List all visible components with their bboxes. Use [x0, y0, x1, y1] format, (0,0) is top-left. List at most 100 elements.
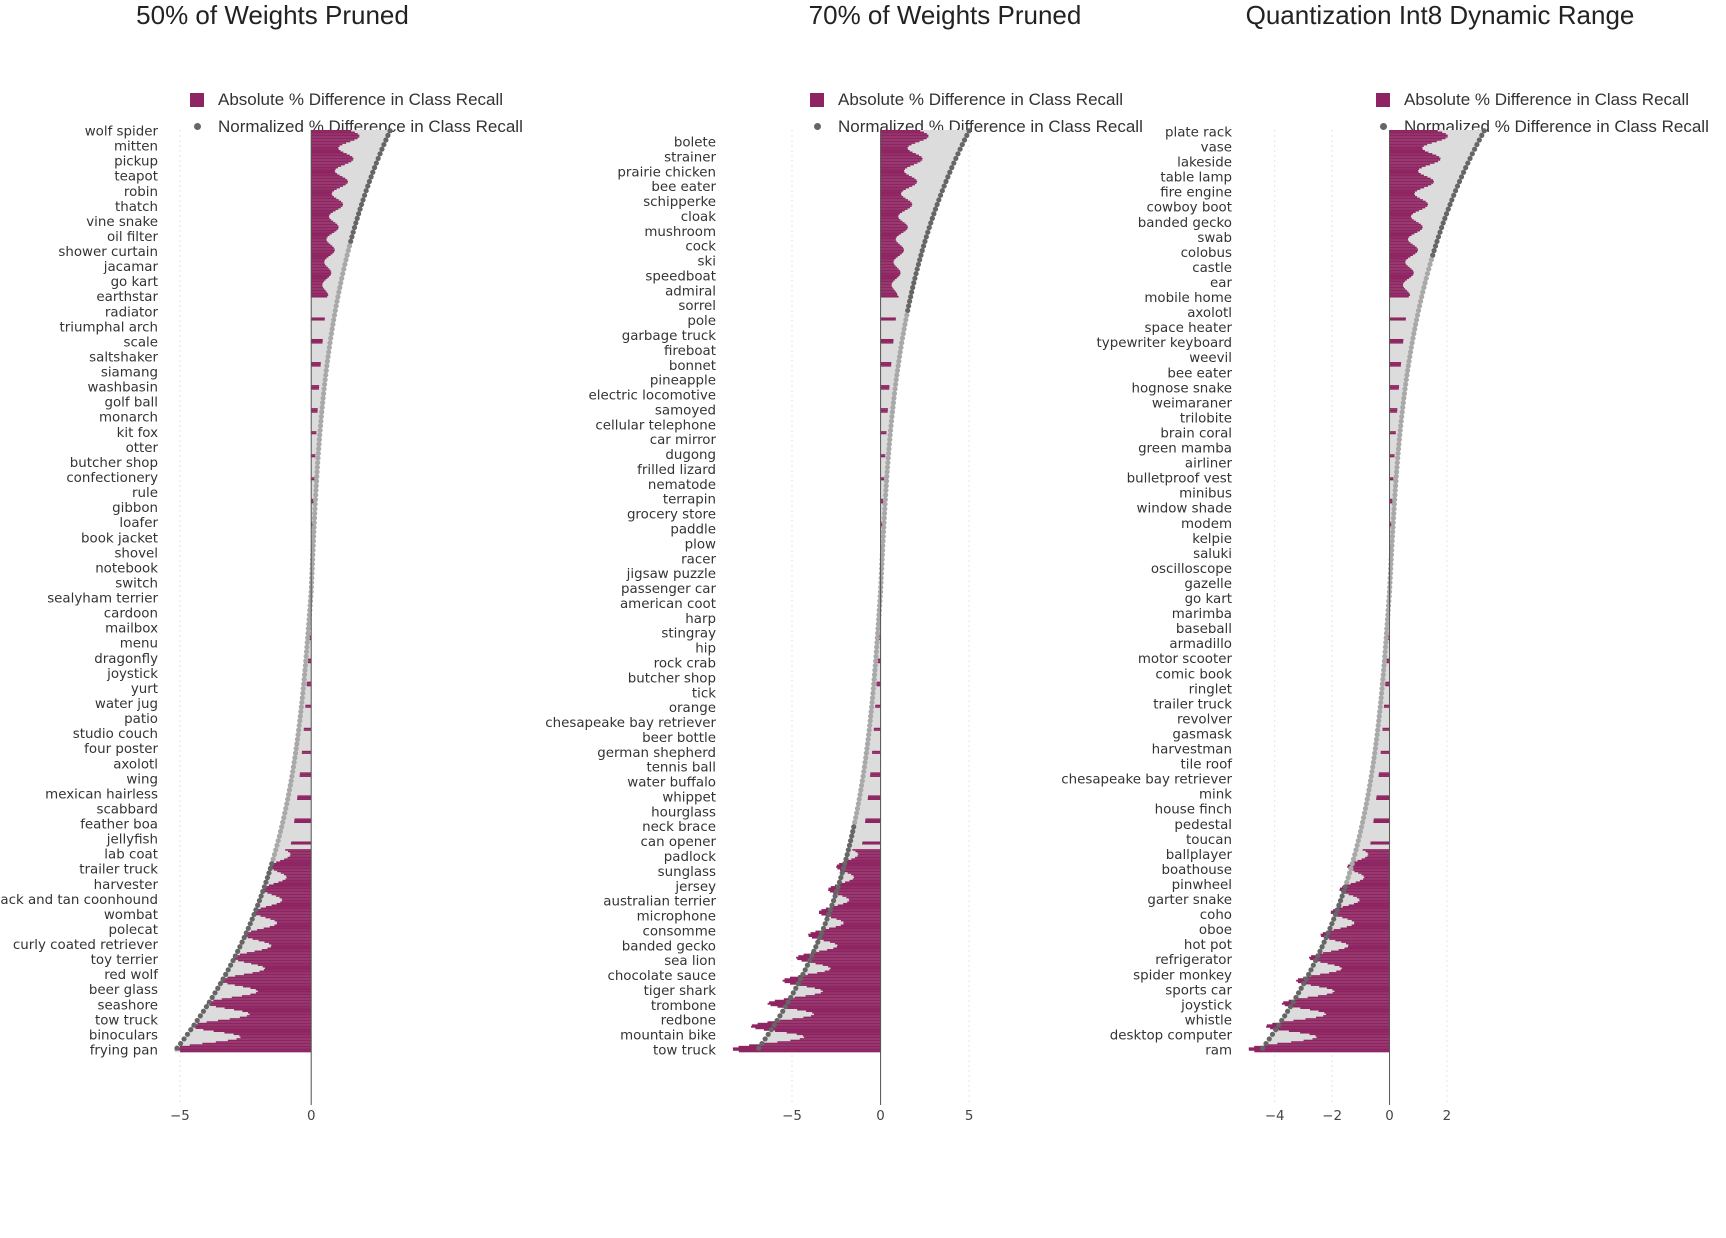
normalized-point — [1350, 856, 1357, 862]
normalized-bar — [311, 412, 322, 415]
normalized-bar — [880, 256, 921, 258]
normalized-bar — [863, 769, 881, 772]
normalized-bar — [1389, 312, 1418, 315]
normalized-point — [920, 243, 927, 249]
normalized-bar — [295, 753, 312, 756]
normalized-bar — [880, 325, 905, 327]
absolute-bar — [311, 257, 327, 260]
category-label: scale — [123, 335, 158, 350]
absolute-bar — [880, 211, 903, 214]
normalized-point — [1458, 174, 1465, 180]
category-label: wombat — [104, 908, 158, 923]
normalized-bar — [311, 460, 318, 463]
normalized-bar — [1389, 451, 1399, 453]
category-label: saluki — [1193, 547, 1232, 562]
normalized-point — [319, 404, 325, 410]
normalized-point — [880, 529, 887, 535]
category-label: scabbard — [96, 802, 158, 817]
absolute-bar — [790, 982, 881, 985]
normalized-bar — [1389, 403, 1404, 406]
normalized-point — [1430, 252, 1436, 258]
normalized-bar — [1369, 786, 1390, 788]
absolute-bar — [1264, 1044, 1390, 1047]
absolute-bar — [311, 151, 344, 154]
normalized-point — [381, 141, 387, 148]
category-label: ram — [1205, 1044, 1232, 1059]
absolute-bar — [1330, 910, 1390, 913]
absolute-bar — [786, 1032, 881, 1034]
absolute-bar — [252, 972, 312, 974]
category-label: swab — [1197, 231, 1232, 246]
absolute-bar — [872, 752, 881, 755]
normalized-point — [867, 722, 873, 729]
normalized-bar — [880, 509, 885, 512]
normalized-point — [887, 432, 893, 438]
absolute-bar — [281, 898, 312, 901]
normalized-bar — [1389, 369, 1408, 372]
normalized-bar — [857, 809, 881, 812]
absolute-bar — [246, 952, 312, 954]
absolute-bar — [880, 257, 896, 260]
normalized-bar — [880, 400, 894, 403]
normalized-point — [275, 838, 281, 844]
absolute-bar — [1389, 159, 1441, 162]
normalized-point — [867, 718, 873, 724]
normalized-bar — [1381, 690, 1390, 693]
normalized-bar — [311, 243, 350, 246]
normalized-point — [895, 363, 901, 369]
absolute-bar — [880, 498, 884, 501]
absolute-bar — [880, 259, 895, 261]
category-label: toy terrier — [91, 953, 159, 968]
category-label: marimba — [1172, 607, 1232, 622]
normalized-bar — [311, 371, 327, 374]
normalized-point — [884, 469, 890, 475]
absolute-bar — [880, 229, 906, 232]
absolute-bar — [1378, 772, 1390, 775]
normalized-bar — [1389, 234, 1439, 237]
absolute-bar — [1389, 259, 1407, 261]
normalized-point — [287, 782, 293, 788]
absolute-bar — [1389, 385, 1400, 387]
absolute-bar — [294, 819, 312, 822]
normalized-bar — [301, 703, 312, 706]
normalized-point — [264, 874, 271, 881]
normalized-point — [1417, 298, 1424, 304]
normalized-point — [872, 667, 878, 673]
absolute-bar — [1297, 998, 1390, 1001]
normalized-point — [1381, 667, 1387, 673]
absolute-bar — [865, 819, 881, 822]
normalized-bar — [1389, 262, 1431, 264]
normalized-bar — [1370, 781, 1390, 784]
absolute-bar — [1318, 995, 1390, 997]
absolute-bar — [256, 913, 312, 916]
normalized-bar — [1389, 378, 1407, 381]
absolute-bar — [1389, 146, 1423, 149]
normalized-point — [918, 252, 924, 258]
category-label: banded gecko — [622, 939, 716, 954]
absolute-bar — [1389, 455, 1395, 458]
absolute-bar — [1386, 658, 1390, 661]
normalized-point — [1463, 165, 1469, 171]
absolute-bar — [1380, 752, 1390, 755]
normalized-bar — [311, 414, 322, 417]
normalized-point — [1358, 824, 1365, 830]
normalized-bar — [1359, 833, 1390, 836]
normalized-bar — [311, 441, 320, 444]
absolute-bar — [256, 909, 312, 911]
normalized-bar — [1382, 687, 1390, 690]
normalized-point — [312, 510, 318, 516]
normalized-bar — [1389, 489, 1396, 492]
normalized-point — [869, 695, 876, 701]
normalized-bar — [1389, 428, 1401, 430]
normalized-bar — [1389, 440, 1400, 443]
absolute-bar — [197, 1022, 312, 1025]
normalized-bar — [1389, 286, 1424, 289]
category-label: american coot — [620, 597, 716, 612]
normalized-point — [339, 275, 345, 281]
absolute-bar — [779, 1019, 881, 1022]
normalized-bar — [1389, 380, 1407, 383]
normalized-bar — [880, 428, 891, 430]
absolute-bar — [290, 843, 312, 845]
normalized-bar — [1383, 669, 1390, 672]
normalized-point — [819, 930, 825, 936]
